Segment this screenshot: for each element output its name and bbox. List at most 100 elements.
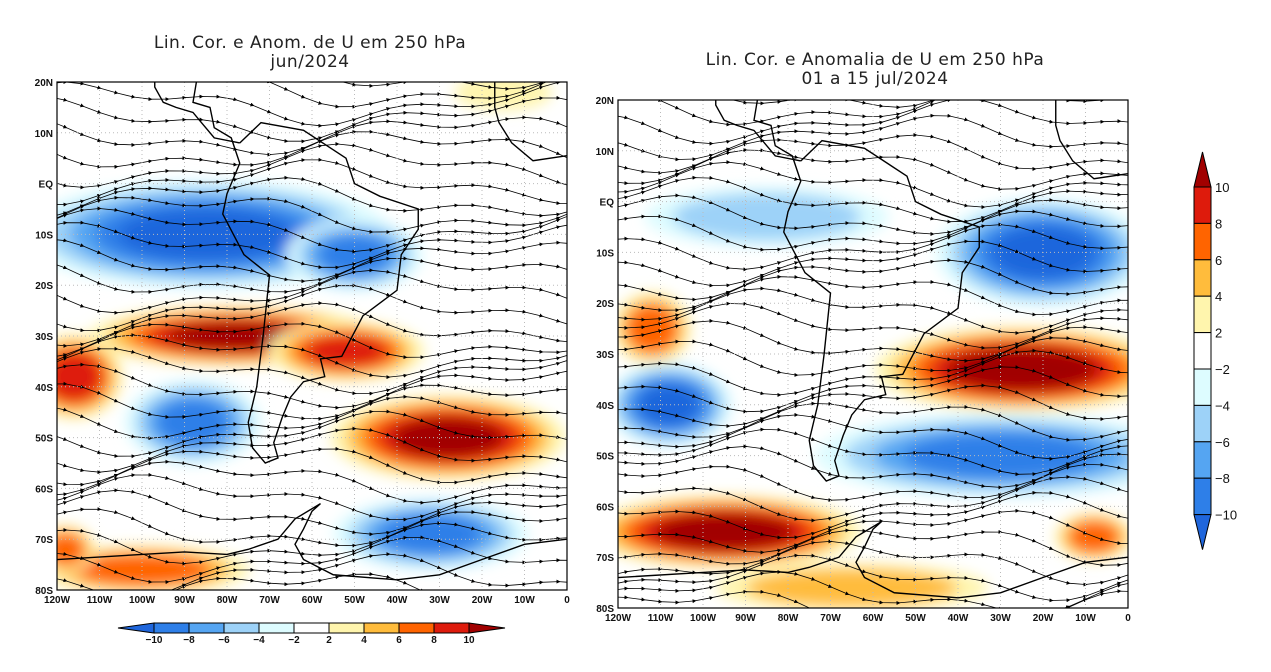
anomaly-contour [639,384,699,425]
lat-tick-label: 50S [596,452,614,463]
streamline [618,589,1128,608]
colorbar-swatch [188,622,225,634]
anomaly-contour [454,82,553,111]
colorbar-swatch [1193,404,1212,443]
lon-tick-label: 100W [129,595,156,606]
lon-tick-label: 120W [44,595,71,606]
colorbar-label: −10 [146,635,163,646]
colorbar-label: −4 [253,635,265,646]
lon-tick-label: 120W [605,613,632,624]
coastlines [57,82,567,581]
lon-tick-label: 40W [948,613,969,624]
lat-tick-label: EQ [39,180,54,191]
lat-tick-label: 70S [35,535,53,546]
colorbar-swatch [293,622,330,634]
lon-tick-label: 80W [217,595,238,606]
colorbar-label: −2 [1215,362,1230,377]
anomaly-contour [57,352,102,401]
lon-tick-label: 70W [820,613,841,624]
lon-tick-label: 10W [514,595,535,606]
colorbar-label: −10 [1215,508,1237,523]
colorbar-swatch [1193,441,1212,479]
lat-tick-label: 10N [35,129,53,140]
colorbar-label: −6 [218,635,230,646]
lat-tick-label: 40S [596,401,614,412]
colorbar-swatch [223,622,260,634]
lon-tick-label: 90W [174,595,195,606]
colorbar-label: 4 [361,635,367,646]
colorbar-label: 8 [431,635,437,646]
lon-tick-label: 90W [735,613,756,624]
colorbar-label: 6 [396,635,402,646]
colorbar-label: −8 [183,635,195,646]
colorbar-swatch [363,622,400,634]
anomaly-contour [305,335,387,368]
colorbar-vertical: 10 8 6 4 2 −2 −4 −6 −8 −10 [1193,151,1237,550]
lon-tick-label: 50W [905,613,926,624]
colorbar-label: 10 [1215,180,1229,195]
title-line1: Lin. Cor. e Anom. de U em 250 hPa [153,33,467,53]
anomaly-contour [672,193,862,241]
colorbar-swatch [328,622,365,634]
colorbar-swatch [1193,259,1212,297]
streamline [63,572,561,590]
colorbar-horizontal: −10 −8 −6 −4 −2 2 4 6 8 10 [117,622,506,646]
title-line2: 01 a 15 jul/2024 [801,69,949,89]
anomaly-contour [746,568,958,607]
colorbar-swatch [1193,477,1212,516]
lon-tick-label: 110W [648,613,674,624]
colorbar-label: −4 [1215,398,1230,413]
colorbar-label: 4 [1215,289,1222,304]
colorbar-swatch [1193,222,1212,261]
lat-tick-label: 20N [35,78,53,89]
lat-tick-label: 10N [596,147,614,158]
colorbar-swatch [1193,295,1212,334]
lat-tick-label: 20N [596,96,614,107]
lat-tick-label: 50S [35,434,53,445]
lon-tick-label: 110W [87,595,113,606]
map-frame [617,99,1129,609]
colorbar-swatch [153,622,190,634]
title-line2: jun/2024 [270,52,350,72]
colorbar-label: −8 [1215,471,1230,486]
lon-tick-label: 70W [259,595,280,606]
lat-tick-label: 30S [596,350,614,361]
lon-tick-label: 40W [387,595,408,606]
coastlines [618,100,1128,599]
colorbar-swatch [398,622,435,634]
colorbar-label: 6 [1215,253,1222,268]
lat-tick-label: 30S [35,332,53,343]
colorbar-swatch [1193,368,1212,406]
lon-tick-label: 0 [1125,613,1131,624]
lon-tick-label: 10W [1075,613,1096,624]
title-line1: Lin. Cor. e Anomalia de U em 250 hPa [705,50,1045,70]
lat-tick-label: 80S [596,604,614,615]
lon-tick-label: 100W [690,613,717,624]
map-frame [56,81,568,591]
lon-tick-label: 30W [429,595,450,606]
colorbar-swatch [1193,332,1212,370]
right-panel-title: Lin. Cor. e Anomalia de U em 250 hPa 01 … [620,51,1130,89]
lon-tick-label: 60W [863,613,884,624]
lat-tick-label: 10S [35,230,53,241]
lat-tick-label: 40S [35,383,53,394]
lat-tick-label: 10S [596,248,614,259]
colorbar-label: −6 [1215,435,1230,450]
colorbar-swatch [433,622,470,634]
lon-tick-label: 20W [472,595,493,606]
lat-tick-label: 20S [35,281,53,292]
colorbar-label: 10 [463,635,475,646]
lon-tick-label: 0 [564,595,570,606]
colorbar-label: 2 [1215,326,1222,341]
colorbar-swatch [1193,186,1212,224]
lat-tick-label: EQ [600,198,615,209]
lon-tick-label: 30W [990,613,1011,624]
colorbar-label: 8 [1215,216,1222,231]
lat-tick-label: 20S [596,299,614,310]
colorbar-label: −2 [288,635,300,646]
lat-tick-label: 80S [35,586,53,597]
lon-tick-label: 80W [778,613,799,624]
